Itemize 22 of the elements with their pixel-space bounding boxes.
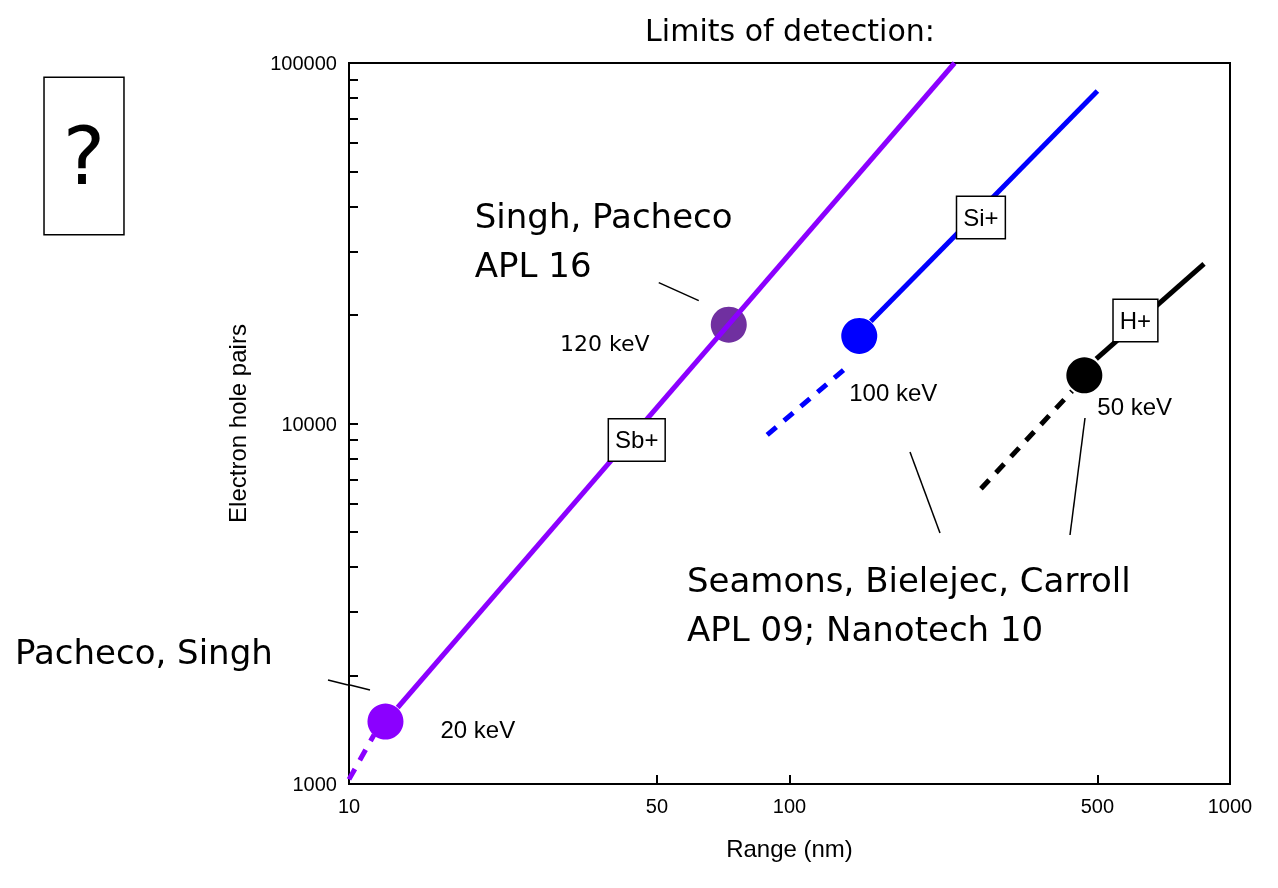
text: Pacheco, Singh xyxy=(15,632,273,672)
y-tick-label: 10000 xyxy=(281,412,337,435)
x-axis-title: Range (nm) xyxy=(726,834,853,862)
x-tick-label: 500 xyxy=(1080,795,1115,817)
x-tick-label: 100 xyxy=(772,795,807,817)
annotation: 50 keV xyxy=(1097,392,1173,420)
annotation: Si+ xyxy=(963,203,999,231)
text: ? xyxy=(62,109,106,203)
x-tick-label: 10 xyxy=(337,795,361,817)
annotation: Singh, Pacheco APL 16 xyxy=(474,196,733,286)
annotation: 100 keV xyxy=(849,379,938,407)
x-tick-label: 1000 xyxy=(1207,795,1253,817)
y-tick-label: 100000 xyxy=(270,52,337,74)
chart-title: Limits of detection: xyxy=(645,12,935,48)
annotation: 20 keV xyxy=(440,716,516,744)
annotation: Seamons, Bielejec, Carroll APL 09; Nanotech 10 xyxy=(687,559,1131,649)
y-tick-label: 1000 xyxy=(292,773,337,795)
x-tick-label: 50 xyxy=(645,795,669,817)
annotation: H+ xyxy=(1119,307,1152,335)
annotation: Sb+ xyxy=(615,426,659,454)
annotation: 120 keV xyxy=(560,330,650,356)
y-axis-title: Electron hole pairs xyxy=(223,324,251,523)
